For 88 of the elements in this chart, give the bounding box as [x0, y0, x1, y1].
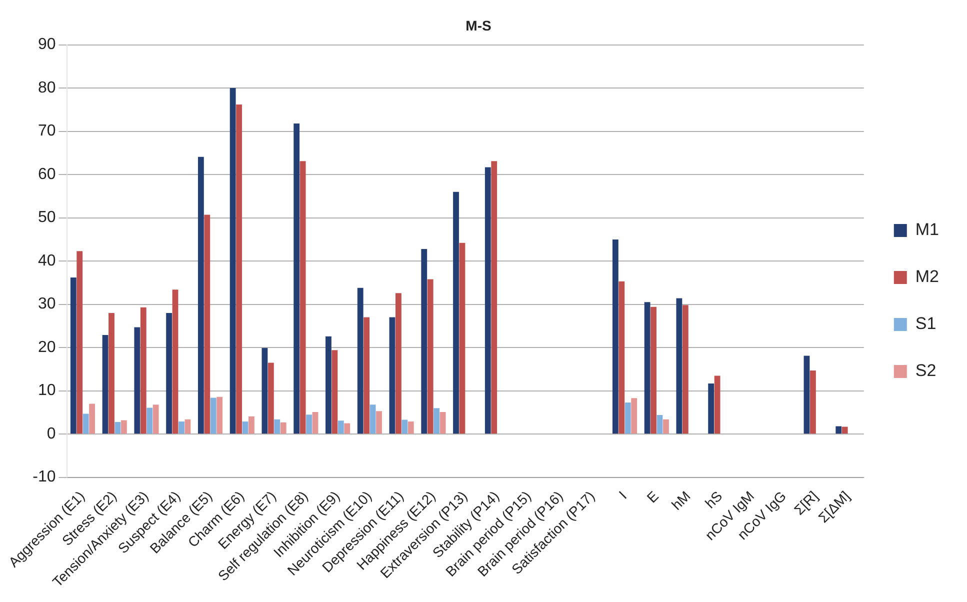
bar — [344, 423, 350, 434]
bar — [184, 419, 191, 434]
legend-label: M2 — [915, 267, 940, 286]
bar — [108, 312, 114, 434]
legend-label: M1 — [915, 220, 940, 240]
bar — [842, 426, 848, 434]
bar — [248, 416, 254, 434]
bar — [612, 239, 618, 434]
bar — [326, 336, 332, 434]
chart-title: M-S — [466, 17, 492, 34]
bar — [714, 376, 720, 434]
bar — [216, 396, 223, 434]
bar — [152, 404, 159, 434]
bar — [676, 298, 682, 434]
bar — [102, 335, 108, 434]
y-tick-label: -10 — [32, 468, 56, 486]
y-tick-label: 30 — [38, 296, 56, 313]
bar — [230, 88, 236, 434]
bar — [810, 370, 816, 434]
bar — [114, 422, 121, 434]
bar — [402, 420, 408, 434]
bar — [338, 420, 344, 434]
bar — [332, 350, 338, 434]
bar — [650, 306, 656, 434]
bar — [262, 348, 268, 434]
bar — [140, 307, 146, 434]
bar — [440, 412, 446, 434]
y-tick-label: 50 — [38, 209, 56, 226]
bar — [166, 312, 172, 434]
bar — [70, 278, 76, 434]
bar — [268, 362, 274, 434]
bar — [312, 412, 318, 434]
bar — [146, 408, 153, 434]
bar — [242, 422, 248, 434]
y-tick-label: 20 — [38, 338, 56, 356]
bar — [618, 281, 625, 434]
x-tick-label: I — [616, 488, 630, 502]
legend-label: S1 — [915, 314, 936, 334]
y-tick-label: 10 — [38, 382, 56, 400]
bar — [421, 248, 428, 434]
bar — [198, 156, 204, 434]
bar — [178, 422, 184, 434]
bar — [396, 293, 402, 434]
bar — [644, 302, 650, 434]
bar — [631, 398, 638, 434]
y-tick-label: 90 — [38, 36, 56, 54]
bar — [236, 104, 242, 434]
bar — [172, 290, 178, 434]
y-tick-label: 80 — [38, 79, 56, 96]
bar — [491, 161, 498, 434]
bar — [453, 192, 459, 434]
bar — [306, 414, 312, 434]
x-tick-label: hM — [668, 488, 694, 513]
bar — [210, 398, 216, 434]
bar — [804, 356, 810, 434]
bar — [427, 279, 434, 434]
bar — [204, 214, 210, 434]
bar — [294, 124, 300, 434]
bar — [134, 327, 140, 434]
legend-label: S2 — [915, 361, 936, 380]
bar — [408, 422, 414, 434]
bar — [708, 383, 714, 434]
bar — [656, 415, 663, 434]
x-tick-label: hS — [702, 488, 726, 512]
x-tick-label: E — [644, 488, 662, 506]
bar — [274, 419, 280, 434]
bar — [376, 411, 382, 434]
y-tick-label: 40 — [38, 252, 56, 270]
bar — [624, 402, 631, 434]
bar — [357, 288, 364, 434]
bar — [434, 408, 440, 434]
bar — [836, 426, 842, 434]
bar — [484, 167, 491, 434]
y-tick-label: 0 — [46, 425, 56, 442]
bar — [663, 419, 669, 434]
bar — [389, 317, 396, 434]
bar — [370, 404, 376, 434]
bar — [120, 420, 127, 434]
bar — [459, 242, 466, 434]
bar — [682, 305, 688, 434]
bar — [76, 251, 83, 434]
bar — [280, 422, 286, 434]
y-tick-label: 60 — [38, 166, 56, 183]
bar — [300, 161, 306, 434]
y-tick-label: 70 — [38, 122, 56, 140]
bar — [364, 317, 370, 434]
bar — [89, 404, 95, 434]
bar — [82, 414, 89, 434]
